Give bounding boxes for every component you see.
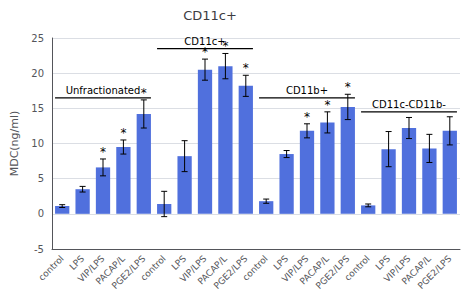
svg-text:control: control bbox=[139, 253, 168, 282]
svg-text:MDC(ng/ml): MDC(ng/ml) bbox=[8, 111, 21, 177]
svg-text:PACAP/L: PACAP/L bbox=[297, 253, 331, 287]
svg-text:*: * bbox=[120, 126, 126, 140]
svg-text:PGE2/LPS: PGE2/LPS bbox=[416, 253, 454, 291]
svg-text:-5: -5 bbox=[34, 244, 44, 255]
svg-text:*: * bbox=[324, 98, 330, 112]
svg-text:CD11b+: CD11b+ bbox=[286, 85, 328, 96]
svg-text:PACAP/L: PACAP/L bbox=[399, 253, 433, 287]
svg-text:CD11c-CD11b-: CD11c-CD11b- bbox=[372, 99, 446, 110]
svg-text:PACAP/L: PACAP/L bbox=[195, 253, 229, 287]
svg-text:*: * bbox=[202, 45, 208, 59]
svg-text:PACAP/L: PACAP/L bbox=[93, 253, 127, 287]
svg-text:VIP/LPS: VIP/LPS bbox=[177, 253, 209, 285]
svg-text:control: control bbox=[37, 253, 66, 282]
svg-text:LPS: LPS bbox=[271, 253, 291, 272]
svg-text:10: 10 bbox=[31, 138, 44, 149]
svg-text:VIP/LPS: VIP/LPS bbox=[279, 253, 311, 285]
svg-text:control: control bbox=[241, 253, 270, 282]
svg-text:PGE2/LPS: PGE2/LPS bbox=[313, 253, 352, 291]
svg-text:VIP/LPS: VIP/LPS bbox=[75, 253, 107, 285]
svg-text:25: 25 bbox=[31, 33, 44, 44]
svg-text:PGE2/LPS: PGE2/LPS bbox=[211, 253, 250, 291]
svg-text:LPS: LPS bbox=[373, 253, 393, 272]
svg-text:Unfractionated: Unfractionated bbox=[66, 85, 141, 96]
svg-text:CD11c+: CD11c+ bbox=[183, 8, 237, 23]
svg-text:0: 0 bbox=[38, 208, 44, 219]
svg-text:LPS: LPS bbox=[67, 253, 87, 272]
svg-text:15: 15 bbox=[31, 103, 44, 114]
svg-text:CD11c+: CD11c+ bbox=[184, 36, 225, 47]
svg-text:LPS: LPS bbox=[169, 253, 189, 272]
svg-text:*: * bbox=[100, 145, 106, 159]
svg-text:5: 5 bbox=[38, 173, 44, 184]
svg-text:20: 20 bbox=[31, 68, 44, 79]
svg-text:control: control bbox=[343, 253, 372, 282]
svg-text:VIP/LPS: VIP/LPS bbox=[381, 253, 413, 285]
svg-text:*: * bbox=[304, 110, 310, 124]
svg-text:*: * bbox=[345, 80, 351, 94]
svg-text:*: * bbox=[243, 61, 249, 75]
svg-text:PGE2/LPS: PGE2/LPS bbox=[109, 253, 148, 291]
